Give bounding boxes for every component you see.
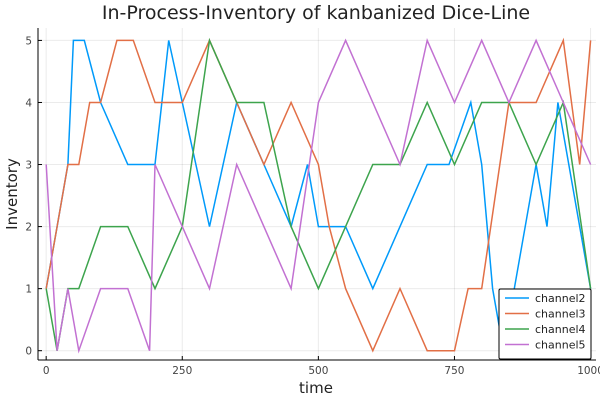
x-axis-label: time (299, 379, 333, 397)
x-tick-label: 0 (43, 365, 50, 377)
x-tick-label: 250 (172, 365, 192, 377)
y-tick-label: 1 (25, 284, 32, 296)
legend-label-channel4: channel4 (535, 323, 586, 336)
series-group (45, 37, 592, 354)
series-line-channel4 (45, 37, 592, 351)
legend-label-channel2: channel2 (535, 292, 586, 305)
y-tick-label: 3 (25, 160, 32, 172)
y-tick-label: 5 (25, 35, 32, 47)
legend-box (498, 288, 592, 360)
chart-title: In-Process-Inventory of kanbanized Dice-… (102, 2, 530, 24)
legend-label-channel3: channel3 (535, 308, 586, 321)
series-line-channel5 (45, 37, 592, 354)
x-tick-label: 750 (444, 365, 464, 377)
y-axis-label: Inventory (3, 158, 21, 230)
legend-label-channel5: channel5 (535, 339, 586, 352)
y-tick-label: 2 (25, 222, 32, 234)
y-tick-label: 0 (25, 346, 32, 358)
x-tick-label: 500 (308, 365, 328, 377)
axes (37, 28, 596, 361)
y-tick-label: 4 (25, 97, 32, 109)
series-line-channel3 (45, 37, 592, 353)
legend: channel2 channel3 channel4 channel5 (498, 288, 592, 360)
